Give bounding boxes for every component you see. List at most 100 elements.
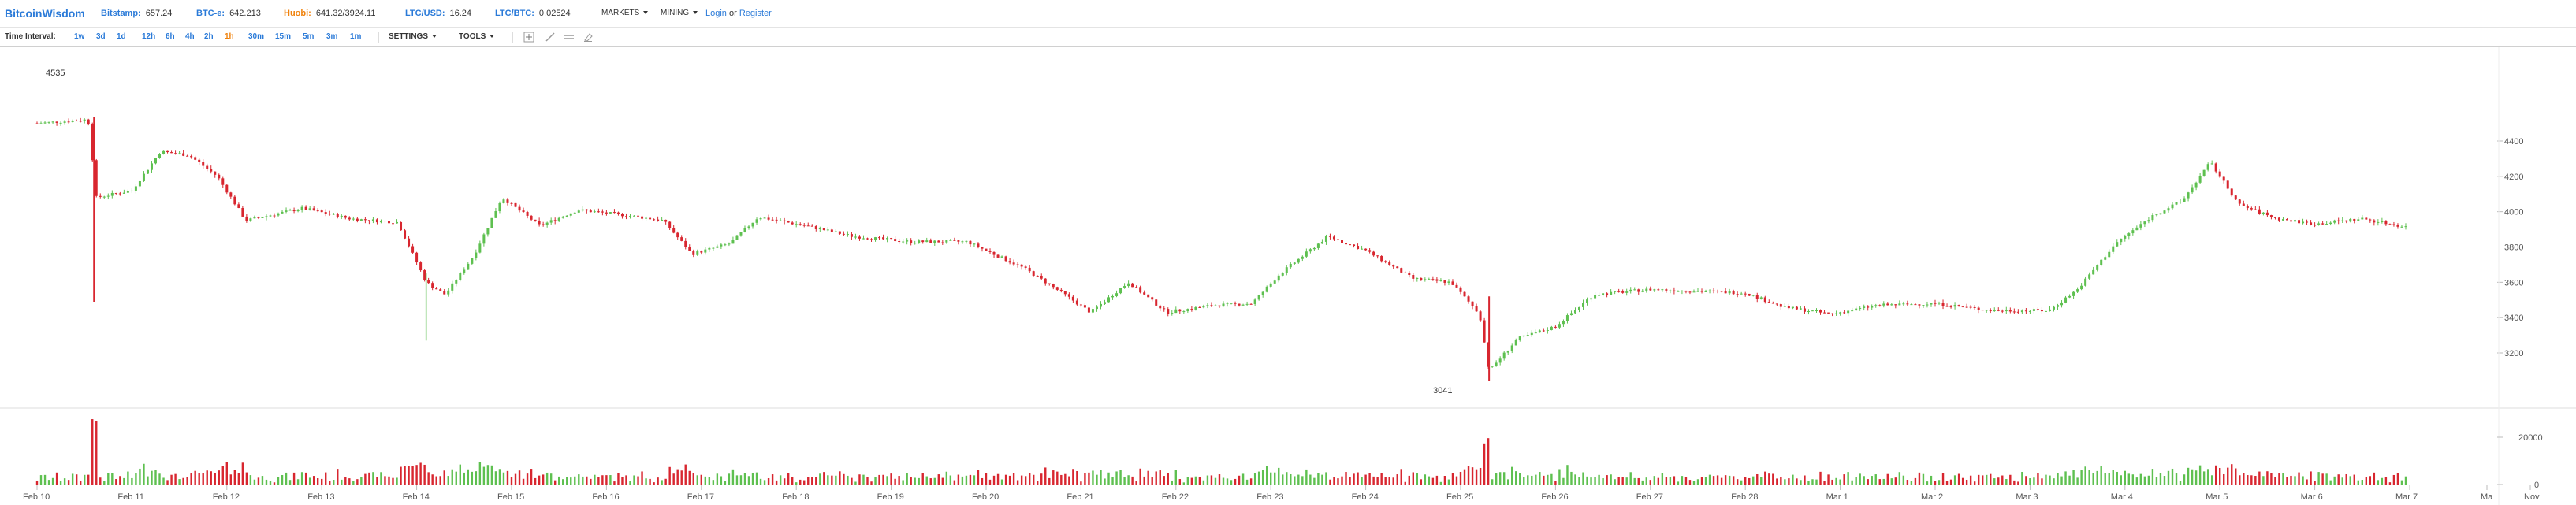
brand-logo[interactable]: BitcoinWisdom	[5, 7, 85, 20]
date-tick-label: Feb 20	[972, 492, 999, 502]
candle-body	[1463, 291, 1466, 297]
volume-bar	[708, 477, 711, 485]
trendline-icon[interactable]	[545, 32, 556, 43]
volume-bar	[1752, 476, 1755, 485]
ticker-ltc-usd[interactable]: LTC/USD: 16.24	[405, 0, 471, 27]
candle-body	[1807, 310, 1810, 312]
interval-6h[interactable]: 6h	[166, 32, 175, 41]
candle-body	[2057, 305, 2060, 307]
candle-body	[2092, 269, 2095, 275]
candle-body	[2317, 223, 2321, 225]
ticker-bitstamp[interactable]: Bitstamp: 657.24	[101, 0, 172, 27]
volume-bar	[1463, 469, 1466, 485]
volume-bar	[1072, 469, 1074, 485]
volume-bar	[839, 471, 841, 485]
candle-body	[1582, 303, 1585, 307]
volume-bar	[1443, 475, 1446, 485]
candle-body	[95, 160, 98, 196]
volume-bar	[439, 476, 441, 485]
interval-15m[interactable]: 15m	[275, 32, 292, 41]
ticker-btce[interactable]: BTC-e: 642.213	[196, 0, 261, 27]
candle-body	[67, 121, 70, 123]
interval-1m[interactable]: 1m	[350, 32, 362, 41]
candle-body	[657, 219, 660, 221]
candle-body	[2325, 224, 2328, 225]
date-tick-label: Feb 17	[687, 492, 714, 502]
mining-menu[interactable]: MINING	[661, 0, 698, 27]
volume-bar	[348, 478, 351, 485]
settings-menu[interactable]: SETTINGS	[389, 28, 437, 46]
candle-body	[2005, 310, 2008, 312]
interval-1d[interactable]: 1d	[117, 32, 126, 41]
candle-body	[1538, 330, 1541, 333]
interval-1w[interactable]: 1w	[74, 32, 85, 41]
candle-body	[2155, 214, 2158, 216]
candle-body	[261, 217, 264, 218]
candle-body	[158, 154, 162, 158]
interval-3m[interactable]: 3m	[326, 32, 338, 41]
crosshair-icon[interactable]	[523, 32, 534, 43]
candle-body	[1345, 243, 1348, 245]
volume-bar	[1906, 480, 1909, 485]
candle-body	[2294, 220, 2297, 222]
candle-body	[1934, 303, 1937, 304]
candle-body	[973, 243, 976, 245]
register-link[interactable]: Register	[739, 9, 772, 18]
candle-body	[47, 121, 50, 123]
candle-body	[510, 202, 513, 204]
candle-body	[2108, 251, 2111, 258]
volume-bar	[1617, 477, 1620, 485]
candle-body	[1610, 291, 1613, 295]
candle-body	[2147, 220, 2150, 222]
horizontal-line-icon[interactable]	[564, 32, 575, 43]
ticker-huobi[interactable]: Huobi: 641.32/3924.11	[284, 0, 375, 27]
candle-body	[2202, 169, 2206, 176]
volume-bar	[969, 474, 972, 485]
interval-2h[interactable]: 2h	[204, 32, 214, 41]
login-link[interactable]: Login	[705, 9, 727, 18]
candle-body	[1961, 306, 1964, 307]
markets-menu[interactable]: MARKETS	[601, 0, 649, 27]
interval-3d[interactable]: 3d	[96, 32, 106, 41]
volume-bar	[119, 476, 121, 485]
candle-body	[1487, 342, 1490, 367]
volume-bar	[1606, 475, 1608, 485]
volume-bar	[755, 472, 758, 485]
interval-12h[interactable]: 12h	[142, 32, 156, 41]
volume-bar	[2341, 477, 2343, 485]
candle-body	[1163, 308, 1166, 310]
divider	[512, 32, 513, 43]
candle-body	[1171, 313, 1174, 314]
volume-bar	[502, 472, 505, 485]
interval-4h[interactable]: 4h	[185, 32, 195, 41]
candle-body	[71, 121, 74, 122]
volume-bar	[2104, 473, 2106, 485]
interval-5m[interactable]: 5m	[303, 32, 315, 41]
interval-30m[interactable]: 30m	[248, 32, 265, 41]
tools-menu[interactable]: TOOLS	[459, 28, 495, 46]
candle-body	[1273, 280, 1276, 284]
candle-body	[1657, 289, 1660, 291]
candle-body	[1688, 291, 1692, 293]
price-chart[interactable]: 4535 3041 4400 4200 4000 3800 3600 3400 3200 2…	[0, 47, 2576, 505]
candle-body	[1384, 261, 1387, 262]
candle-body	[142, 173, 145, 181]
volume-bar	[1953, 475, 1956, 485]
candle-body	[2210, 163, 2213, 165]
candle-body	[522, 210, 525, 213]
ticker-ltc-btc[interactable]: LTC/BTC: 0.02524	[495, 0, 571, 27]
volume-bar	[1317, 473, 1320, 485]
candle-body	[2001, 310, 2004, 312]
candle-body	[886, 238, 889, 240]
candle-body	[170, 152, 173, 154]
volume-bar	[977, 470, 980, 485]
volume-bar	[2294, 476, 2296, 485]
volume-bar	[751, 472, 754, 485]
candle-body	[1332, 236, 1335, 240]
volume-bar	[605, 475, 608, 485]
candle-body	[150, 163, 153, 170]
candle-body	[1649, 288, 1652, 291]
eraser-icon[interactable]	[583, 32, 594, 43]
volume-bar	[1578, 477, 1580, 485]
interval-1h[interactable]: 1h	[225, 32, 234, 41]
